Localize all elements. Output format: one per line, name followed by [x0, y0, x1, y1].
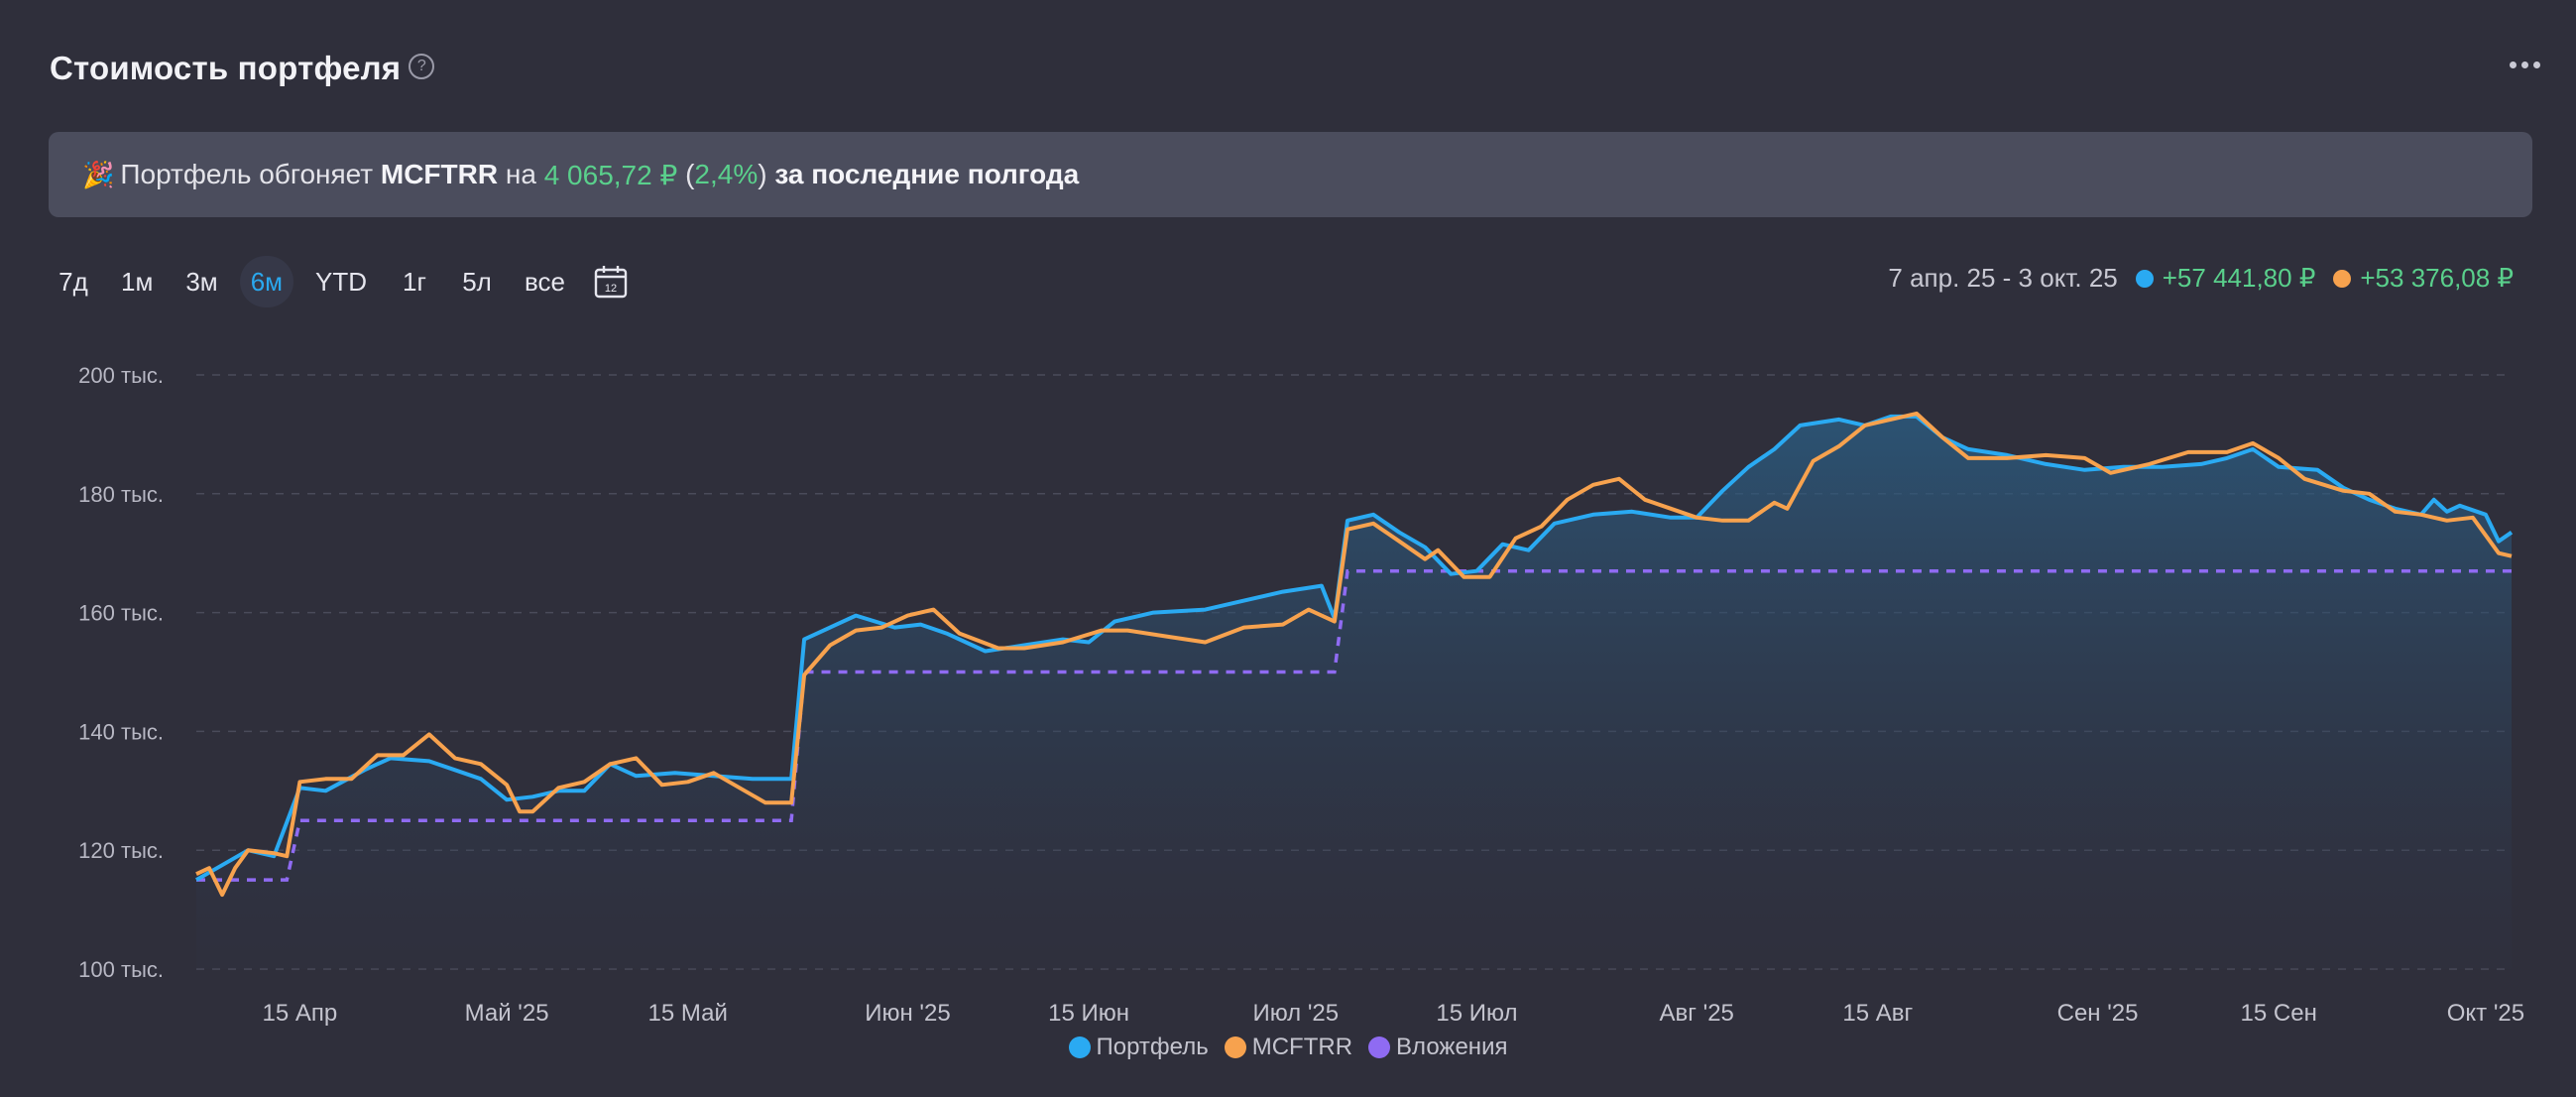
index-dot-icon	[1224, 1036, 1246, 1058]
x-tick-label: Сен '25	[2057, 1000, 2139, 1027]
x-tick-label: Май '25	[465, 1000, 549, 1027]
portfolio-gain: +57 441,80 ₽	[2162, 263, 2316, 293]
series-layer	[195, 411, 2514, 969]
performance-banner: 🎉 Портфель обгоняет MCFTRR на 4 065,72 ₽…	[49, 132, 2532, 217]
period-1m[interactable]: 1м	[121, 266, 154, 297]
legend-item-contributions[interactable]: Вложения	[1368, 1034, 1507, 1061]
x-tick-label: 15 Май	[648, 1000, 728, 1027]
x-tick-label: 15 Авг	[1842, 1000, 1913, 1027]
period-3m[interactable]: 3м	[185, 266, 218, 297]
y-tick-label: 200 тыс.	[78, 363, 164, 388]
banner-text-3: за последние полгода	[774, 159, 1080, 189]
calendar-day: 12	[605, 283, 617, 295]
page-title: Стоимость портфеля	[50, 50, 402, 86]
x-tick-label: 15 Июн	[1048, 1000, 1129, 1027]
portfolio-dot-icon	[2135, 269, 2154, 288]
more-options-icon[interactable]	[2510, 61, 2540, 68]
legend-item-portfolio[interactable]: Портфель	[1068, 1034, 1209, 1061]
banner-text-1: Портфель обгоняет	[120, 159, 374, 189]
title-row: Стоимость портфеля ?	[50, 50, 435, 87]
contributions-line	[196, 568, 2512, 882]
range-summary: 7 апр. 25 - 3 окт. 25 +57 441,80 ₽ +53 3…	[1888, 263, 2514, 294]
period-1y[interactable]: 1г	[403, 266, 426, 297]
index-dot-icon	[2333, 269, 2352, 288]
y-tick-label: 180 тыс.	[78, 482, 164, 507]
x-tick-label: 15 Апр	[262, 1000, 337, 1027]
index-line	[195, 411, 2513, 898]
period-6m[interactable]: 6м	[239, 256, 294, 307]
banner-percent: 2,4%	[694, 159, 759, 189]
portfolio-line	[195, 414, 2514, 882]
x-tick-label: Окт '25	[2447, 1000, 2524, 1027]
y-tick-label: 140 тыс.	[78, 719, 164, 744]
x-tick-label: 15 Сен	[2241, 1000, 2317, 1027]
party-icon: 🎉	[82, 159, 115, 189]
legend-label-portfolio: Портфель	[1096, 1034, 1209, 1060]
x-tick-label: 15 Июл	[1436, 1000, 1517, 1027]
x-tick-label: Июн '25	[865, 1000, 950, 1027]
index-gain: +53 376,08 ₽	[2360, 263, 2514, 293]
y-axis: 100 тыс. 120 тыс. 140 тыс. 160 тыс. 180 тыс.…	[78, 363, 164, 982]
legend: Портфель MCFTRR Вложения	[0, 1034, 2576, 1061]
banner-close-paren: )	[758, 159, 767, 189]
date-range: 7 апр. 25 - 3 окт. 25	[1888, 263, 2118, 293]
period-selector: 7д 1м 3м 6м YTD 1г 5л все 12	[48, 256, 631, 307]
period-ytd[interactable]: YTD	[315, 266, 368, 297]
dot-icon	[2533, 61, 2540, 68]
period-5y[interactable]: 5л	[462, 266, 492, 297]
y-tick-label: 100 тыс.	[78, 957, 164, 982]
contributions-dot-icon	[1368, 1036, 1391, 1058]
banner-open-paren: (	[685, 159, 695, 189]
banner-amount: 4 065,72 ₽	[543, 159, 678, 190]
question-icon[interactable]: ?	[409, 54, 435, 79]
calendar-icon[interactable]: 12	[591, 262, 631, 302]
period-all[interactable]: все	[525, 266, 566, 297]
period-7d[interactable]: 7д	[59, 266, 88, 297]
portfolio-area	[196, 416, 2512, 969]
x-axis: 15 Апр Май '25 15 Май Июн '25 15 Июн Июл '25 1…	[262, 1000, 2524, 1027]
x-tick-label: Июл '25	[1252, 1000, 1339, 1027]
portfolio-chart[interactable]: 100 тыс. 120 тыс. 140 тыс. 160 тыс. 180 тыс.…	[0, 0, 2576, 1032]
legend-label-contributions: Вложения	[1396, 1034, 1508, 1060]
legend-label-index: MCFTRR	[1251, 1034, 1353, 1060]
dot-icon	[2521, 61, 2528, 68]
x-tick-label: Авг '25	[1659, 1000, 1733, 1027]
legend-item-index[interactable]: MCFTRR	[1224, 1034, 1353, 1061]
banner-ticker: MCFTRR	[380, 159, 499, 189]
y-tick-label: 120 тыс.	[78, 838, 164, 863]
dot-icon	[2510, 61, 2517, 68]
y-tick-label: 160 тыс.	[78, 601, 164, 626]
portfolio-dot-icon	[1068, 1036, 1091, 1058]
banner-text-2: на	[505, 159, 536, 189]
